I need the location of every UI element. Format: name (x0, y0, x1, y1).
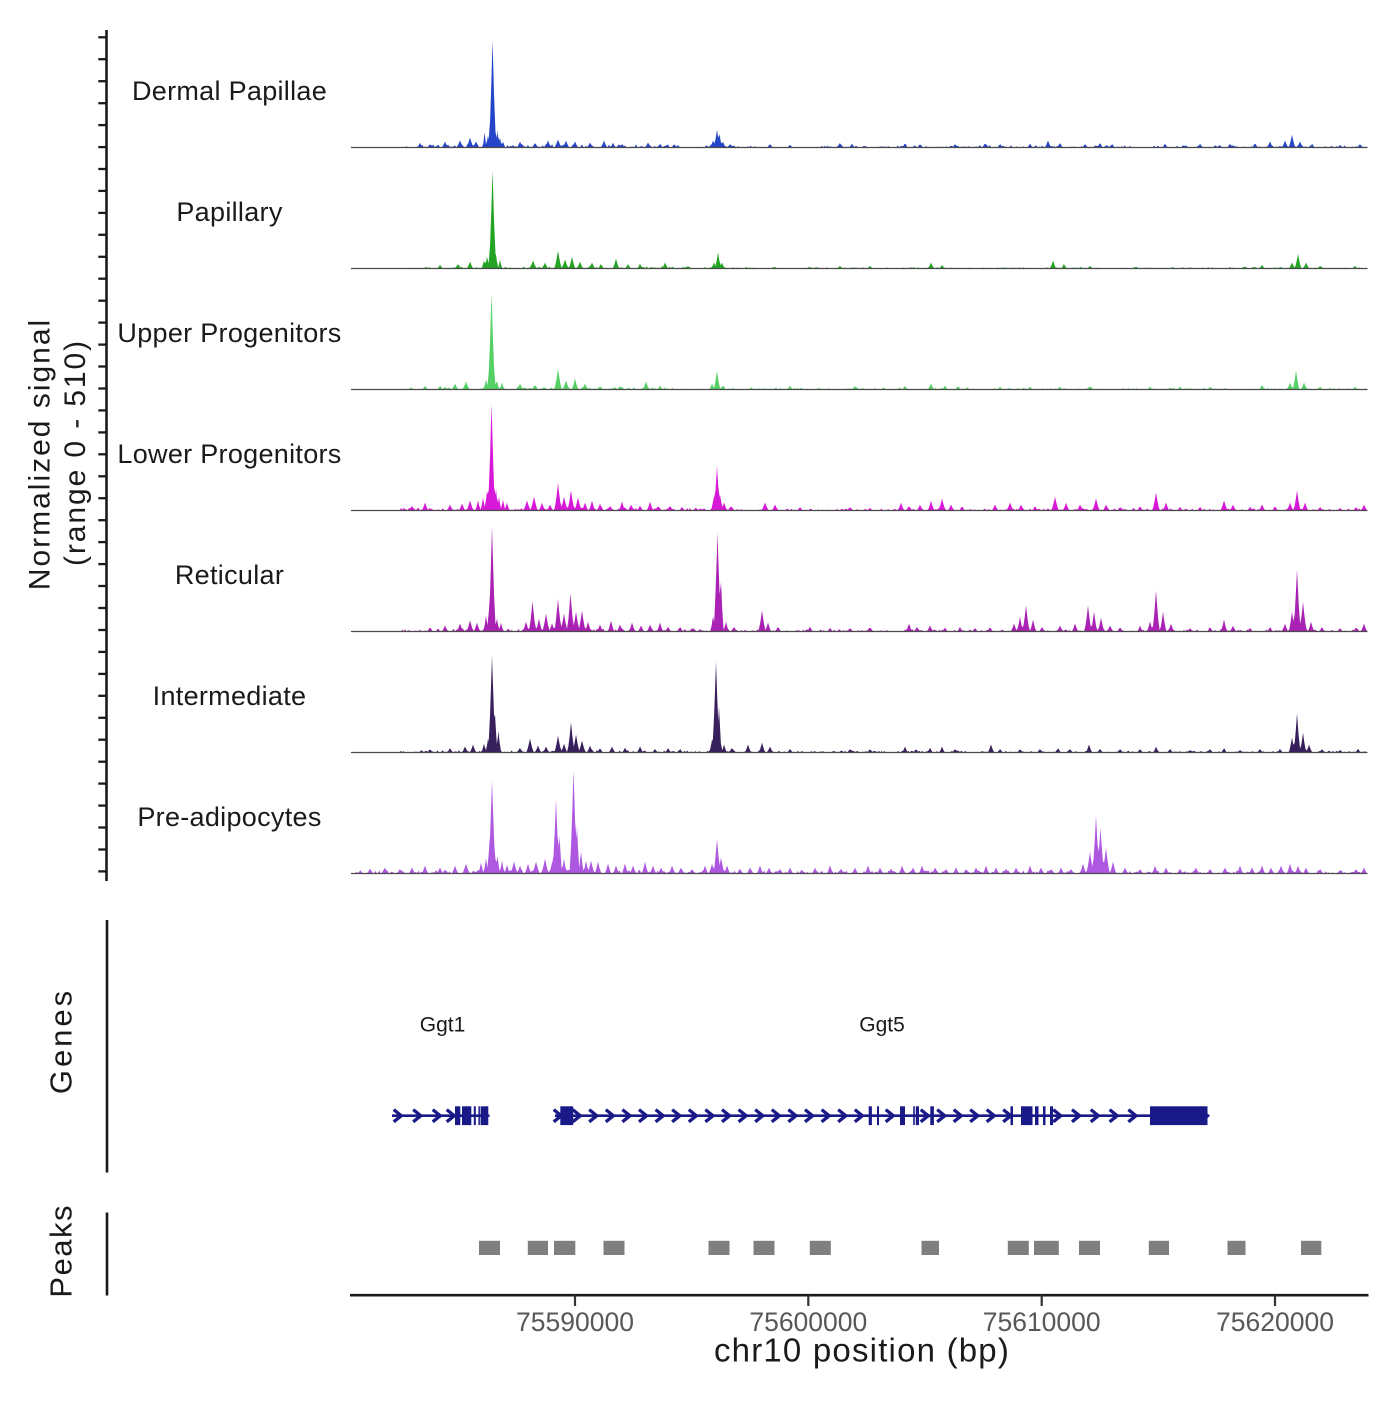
svg-text:chr10 position (bp): chr10 position (bp) (714, 1332, 1010, 1369)
svg-text:Pre-adipocytes: Pre-adipocytes (137, 802, 321, 832)
svg-text:Peaks: Peaks (44, 1204, 79, 1298)
svg-text:75600000: 75600000 (749, 1307, 867, 1337)
svg-text:Lower Progenitors: Lower Progenitors (117, 439, 341, 469)
svg-text:(range 0 - 510): (range 0 - 510) (59, 339, 92, 566)
svg-text:Dermal Papillae: Dermal Papillae (132, 76, 327, 106)
svg-text:Genes: Genes (44, 988, 79, 1094)
svg-text:Upper Progenitors: Upper Progenitors (117, 318, 341, 348)
svg-text:75590000: 75590000 (516, 1307, 634, 1337)
svg-text:75610000: 75610000 (983, 1307, 1101, 1337)
svg-text:75620000: 75620000 (1216, 1307, 1334, 1337)
svg-text:Papillary: Papillary (176, 197, 282, 227)
svg-text:Ggt5: Ggt5 (859, 1014, 905, 1037)
svg-text:Normalized signal: Normalized signal (23, 318, 56, 590)
svg-text:Ggt1: Ggt1 (420, 1014, 466, 1037)
svg-text:Intermediate: Intermediate (153, 681, 307, 711)
svg-text:Reticular: Reticular (175, 560, 284, 590)
